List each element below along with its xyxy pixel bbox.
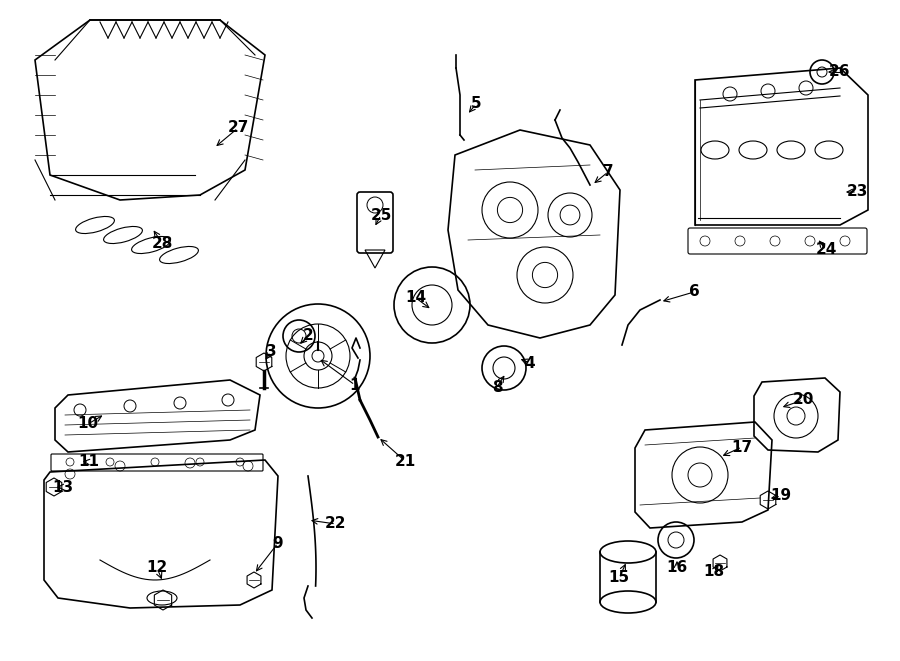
Text: 18: 18 [704,564,725,580]
Text: 28: 28 [151,235,173,251]
Text: 20: 20 [792,393,814,407]
Text: 5: 5 [471,97,482,112]
Text: 9: 9 [273,535,284,551]
Text: 13: 13 [52,479,74,494]
Text: 8: 8 [491,379,502,395]
Text: 4: 4 [525,356,535,371]
Text: 25: 25 [370,208,392,223]
Text: 7: 7 [603,165,613,180]
Text: 23: 23 [846,184,868,200]
Text: 24: 24 [815,243,837,258]
Text: 14: 14 [405,290,427,305]
Text: 16: 16 [666,561,688,576]
Text: 21: 21 [394,453,416,469]
Text: 11: 11 [78,455,100,469]
Text: 2: 2 [302,329,313,344]
Text: 22: 22 [325,516,346,531]
Text: 15: 15 [608,570,630,586]
Text: 26: 26 [828,65,850,79]
Text: 27: 27 [228,120,248,136]
Text: 19: 19 [770,488,792,504]
Text: 1: 1 [350,377,360,393]
Text: 6: 6 [688,284,699,299]
Text: 3: 3 [266,344,276,360]
Text: 17: 17 [732,440,752,455]
Text: 10: 10 [77,416,99,432]
Text: 12: 12 [147,561,167,576]
